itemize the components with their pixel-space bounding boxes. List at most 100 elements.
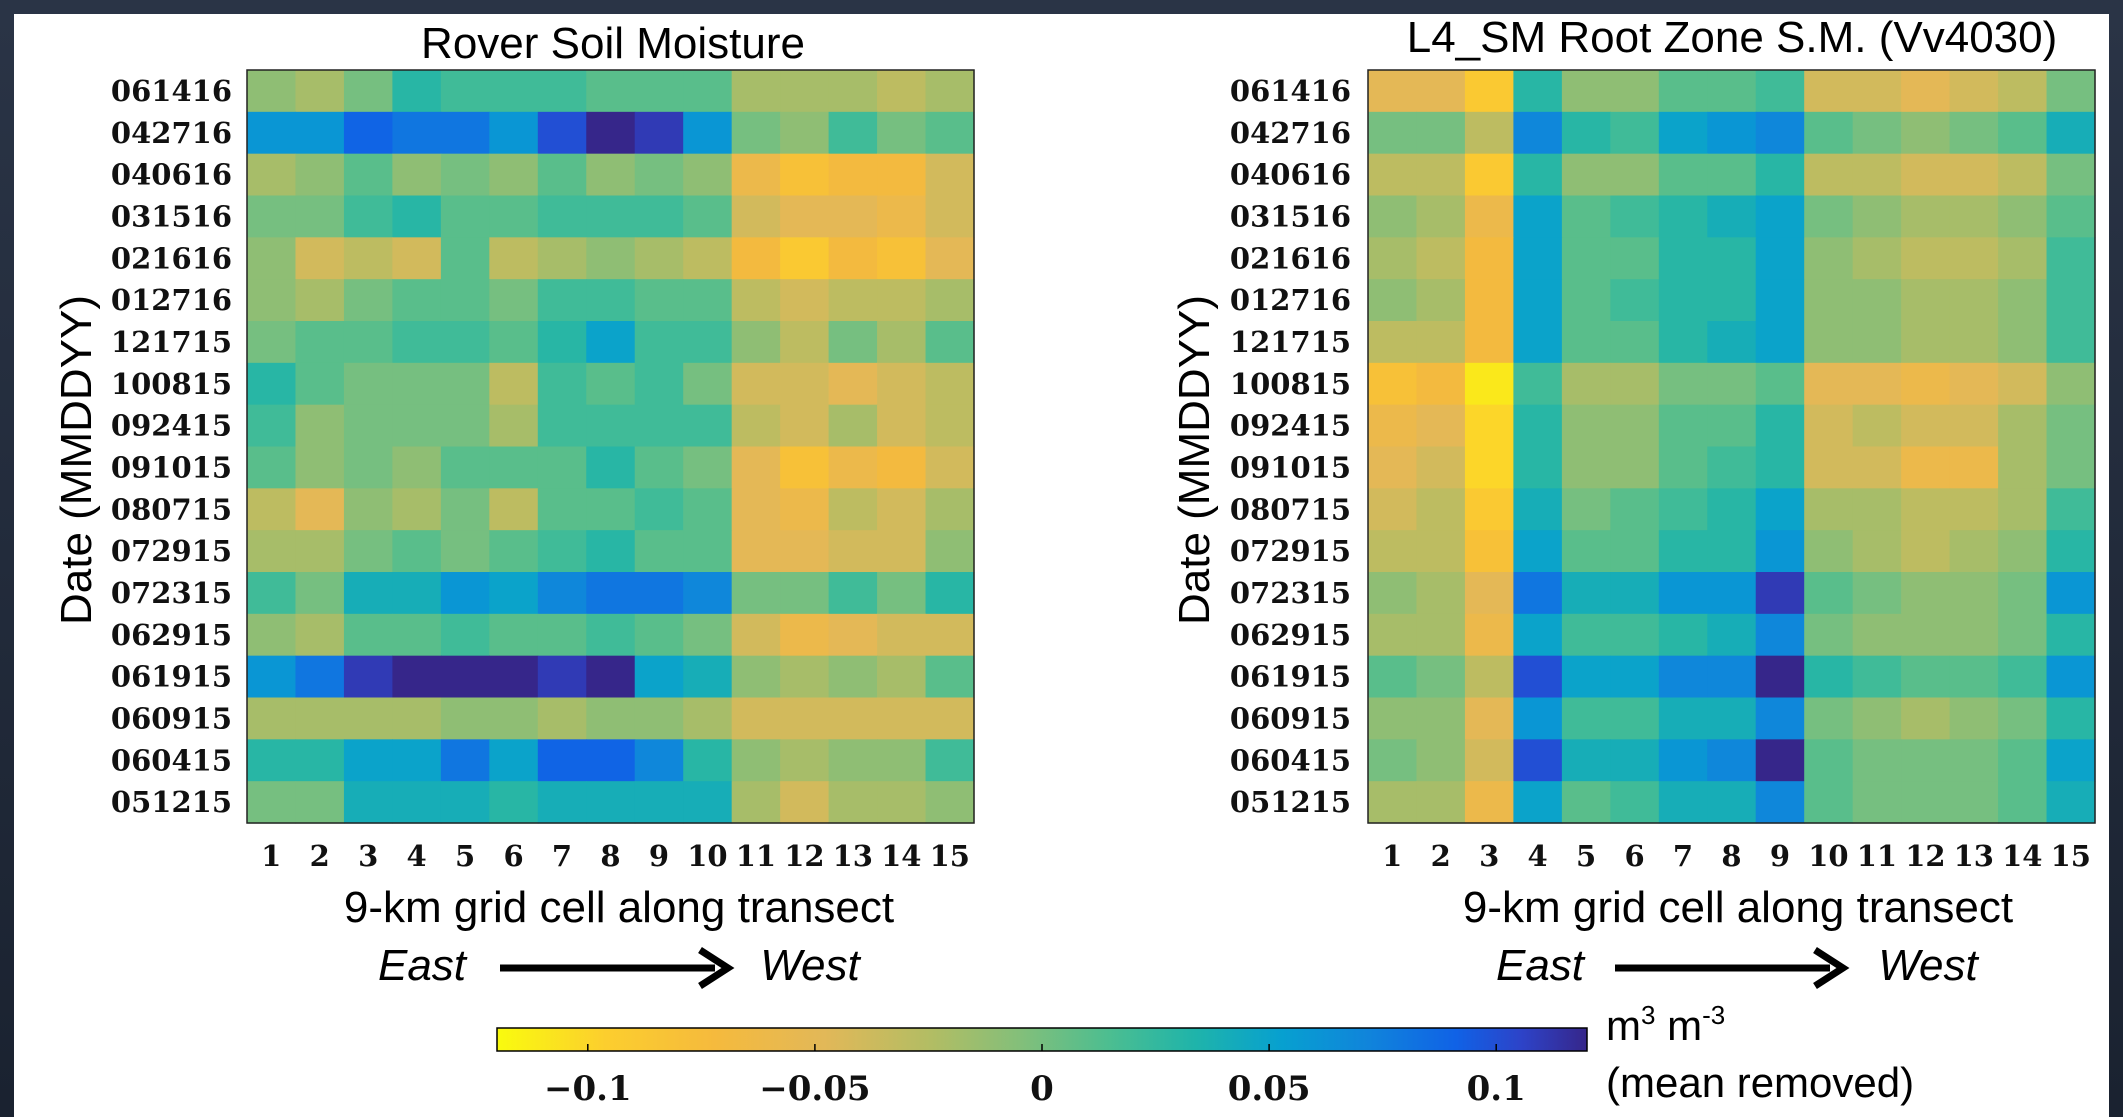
heatmap-cell [537,237,587,280]
heatmap-cell [343,572,393,615]
heatmap-cell [1416,362,1466,406]
colorbar-tick-label: −0.1 [544,1069,632,1109]
heatmap-cell [1658,697,1708,740]
heatmap-cell [1561,488,1611,531]
heatmap-cell [1852,279,1902,322]
heatmap-cell [634,697,684,740]
y-tick-label: 061915 [111,660,232,694]
colorbar-ticks: −0.1 −0.05 0 0.05 0.1 [544,1044,1526,1109]
heatmap-cell [731,488,781,531]
heatmap-cell [1707,321,1757,364]
heatmap-cell [1416,697,1466,740]
heatmap-cell [440,781,490,824]
heatmap-cell [295,446,345,489]
heatmap-cells [1367,69,2096,824]
heatmap-cell [1707,613,1757,657]
heatmap-cell [1513,404,1563,448]
x-tick-label: 11 [1857,839,1897,873]
heatmap-cell [1561,321,1611,364]
heatmap-cell [1658,237,1708,280]
heatmap-cell [440,111,490,155]
heatmap-cell [392,613,442,657]
heatmap-cell [1658,739,1708,782]
heatmap-cell [1513,739,1563,782]
heatmap-cell [1707,781,1757,824]
heatmap-cell [247,321,297,364]
heatmap-cell [1513,446,1563,489]
heatmap-cell [1998,572,2048,615]
heatmap-cell [925,111,975,155]
heatmap-cell [1416,70,1466,113]
heatmap-cell [1755,237,1805,280]
heatmap-cell [1561,530,1611,573]
heatmap-cell [247,488,297,531]
heatmap-cell [683,488,733,531]
heatmap-cell [586,488,636,531]
rover-heatmap-chart: Rover Soil Moisture 061416 042716 040616 03… [52,19,975,990]
y-tick-label: 072315 [1230,576,1351,610]
heatmap-cell [440,70,490,113]
heatmap-cell [1852,362,1902,406]
heatmap-cell [2046,613,2096,657]
heatmap-cell [343,446,393,489]
heatmap-cell [1901,404,1951,448]
heatmap-cell [2046,655,2096,699]
heatmap-cell [343,237,393,280]
y-tick-label: 042716 [111,116,232,150]
heatmap-cell [537,488,587,531]
x-tick-label: 3 [1479,839,1499,873]
heatmap-cell [780,70,830,113]
y-tick-label: 051215 [111,785,232,819]
heatmap-cell [1804,697,1854,740]
heatmap-cell [440,237,490,280]
heatmap-cell [1658,655,1708,699]
heatmap-cell [1707,195,1757,238]
heatmap-cell [247,195,297,238]
heatmap-cell [489,404,539,448]
heatmap-cell [828,111,878,155]
heatmap-cell [1513,153,1563,197]
heatmap-cell [247,781,297,824]
heatmap-cell [489,655,539,699]
colorbar-units-note: (mean removed) [1606,1059,1914,1106]
heatmap-cell [731,530,781,573]
heatmap-cell [1998,739,2048,782]
heatmap-cell [1658,781,1708,824]
heatmap-cell [1998,446,2048,489]
heatmap-cell [489,279,539,322]
x-tick-label: 8 [1721,839,1741,873]
heatmap-cell [343,697,393,740]
heatmap-cell [1464,70,1514,113]
heatmap-cell [247,572,297,615]
heatmap-cell [1513,195,1563,238]
heatmap-cell [537,362,587,406]
heatmap-cell [1464,488,1514,531]
heatmap-cell [1998,488,2048,531]
heatmap-cell [1610,70,1660,113]
heatmap-cell [877,446,927,489]
heatmap-cell [1707,404,1757,448]
heatmap-cell [1852,530,1902,573]
heatmap-cell [586,111,636,155]
heatmap-cell [1658,530,1708,573]
heatmap-cell [1755,279,1805,322]
x-tick-label: 12 [1905,839,1945,873]
heatmap-cell [1804,111,1854,155]
y-tick-label: 062915 [111,618,232,652]
heatmap-cell [343,781,393,824]
heatmap-cell [1610,362,1660,406]
heatmap-cell [1852,195,1902,238]
heatmap-cell [925,279,975,322]
heatmap-cell [877,488,927,531]
colorbar-units: m3 m-3 [1606,1000,1725,1049]
heatmap-cell [440,697,490,740]
heatmap-cell [828,739,878,782]
heatmap-cell [925,739,975,782]
heatmap-cell [828,404,878,448]
heatmap-cell [1804,655,1854,699]
heatmap-cell [1464,279,1514,322]
y-tick-label: 031516 [111,199,232,233]
heatmap-cell [1804,613,1854,657]
heatmap-cell [1949,781,1999,824]
heatmap-cell [247,70,297,113]
